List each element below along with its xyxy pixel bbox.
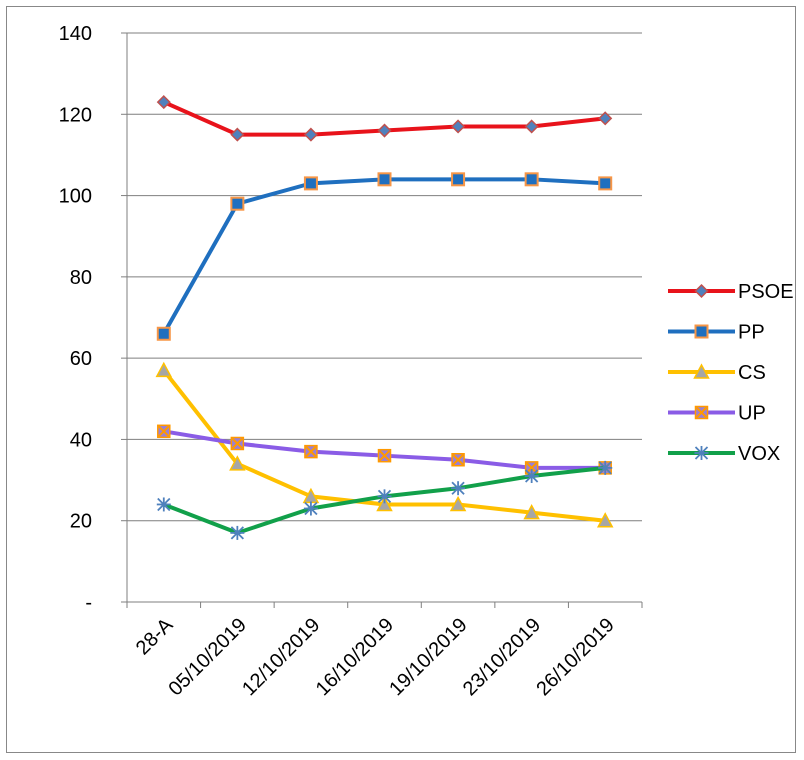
data-point-vox — [377, 489, 392, 504]
x-tick-label: 23/10/2019 — [459, 614, 545, 700]
legend-label-up: UP — [738, 403, 766, 425]
data-point-vox — [598, 460, 613, 475]
legend-marker-vox — [694, 446, 709, 460]
data-point-psoe — [303, 127, 318, 142]
data-point-up — [524, 461, 539, 475]
data-point-pp — [598, 176, 613, 191]
data-point-vox — [524, 469, 539, 484]
x-tick-label: 19/10/2019 — [385, 614, 471, 700]
series-line-pp — [161, 177, 608, 336]
data-point-psoe — [156, 95, 171, 110]
data-point-pp — [451, 172, 466, 187]
data-point-up — [157, 424, 171, 439]
x-tick-label: 12/10/2019 — [238, 614, 324, 700]
data-point-vox — [156, 497, 171, 512]
data-point-psoe — [598, 111, 613, 126]
data-point-pp — [377, 172, 392, 187]
data-point-pp — [156, 326, 171, 341]
data-point-up — [230, 436, 245, 451]
data-point-cs — [155, 361, 173, 378]
legend-marker-up — [694, 405, 709, 420]
x-tick-label: 16/10/2019 — [312, 614, 398, 700]
x-tick-label: 05/10/2019 — [165, 614, 251, 700]
y-tick-label: 140 — [59, 23, 92, 45]
y-tick-label: 100 — [59, 186, 92, 208]
data-point-cs — [229, 455, 246, 471]
y-tick-label: 80 — [70, 267, 92, 289]
legend-label-pp: PP — [738, 322, 765, 344]
y-tick-label: 120 — [59, 104, 92, 126]
data-point-up — [304, 444, 318, 459]
data-point-pp — [303, 176, 318, 191]
legend-marker-cs — [693, 363, 710, 379]
data-point-up — [377, 448, 392, 463]
data-point-vox — [451, 481, 466, 496]
x-tick-label: 26/10/2019 — [532, 614, 618, 700]
legend-label-psoe: PSOE — [738, 281, 794, 303]
x-tick-label: 28-A — [132, 614, 178, 660]
data-point-cs — [376, 495, 393, 512]
data-point-up — [451, 453, 465, 467]
y-tick-label: 60 — [70, 348, 92, 370]
data-point-psoe — [451, 119, 466, 134]
legend-label-cs: CS — [738, 362, 766, 384]
data-point-psoe — [524, 119, 539, 134]
data-point-pp — [524, 172, 539, 187]
y-tick-label: 40 — [70, 429, 92, 451]
data-point-pp — [230, 196, 245, 211]
data-point-psoe — [377, 123, 392, 138]
data-point-vox — [230, 525, 245, 540]
legend-marker-pp — [694, 324, 709, 339]
data-point-psoe — [230, 127, 245, 142]
legend-marker-psoe — [694, 283, 709, 299]
data-point-cs — [449, 495, 467, 512]
y-tick-label: - — [85, 592, 92, 614]
data-point-cs — [596, 512, 614, 528]
y-tick-label: 20 — [70, 511, 92, 533]
data-point-cs — [523, 504, 540, 520]
legend-label-vox: VOX — [738, 443, 780, 465]
data-point-vox — [303, 501, 318, 516]
